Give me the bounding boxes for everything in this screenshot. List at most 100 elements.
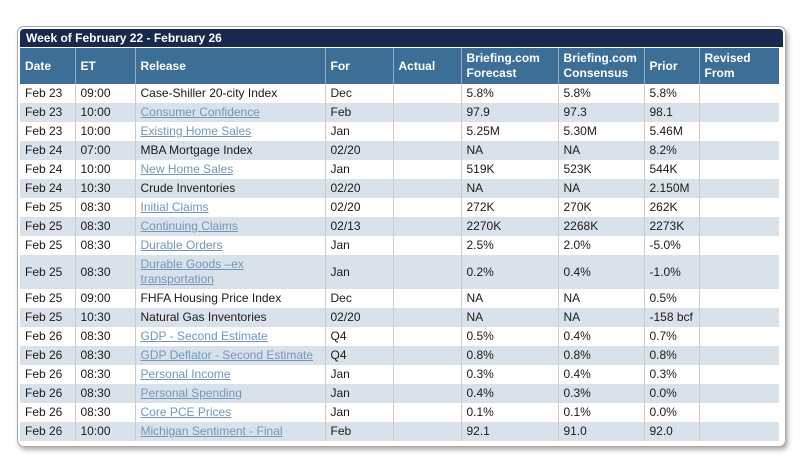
release-cell: New Home Sales bbox=[135, 160, 326, 179]
et-value: 08:30 bbox=[80, 367, 111, 381]
release-link[interactable]: GDP Deflator - Second Estimate bbox=[140, 348, 314, 362]
release-link[interactable]: Initial Claims bbox=[140, 200, 209, 214]
prior-cell: 0.7% bbox=[644, 327, 700, 346]
forecast-cell: 272K bbox=[461, 198, 559, 217]
release-link[interactable]: Michigan Sentiment - Final bbox=[140, 424, 283, 438]
date-cell: Feb 26 bbox=[20, 365, 76, 384]
date-cell: Feb 26 bbox=[20, 403, 76, 422]
forecast-cell: 5.8% bbox=[461, 84, 559, 103]
release-link[interactable]: Durable Orders bbox=[140, 238, 223, 252]
forecast-cell: NA bbox=[461, 308, 559, 327]
revised-from-cell bbox=[699, 384, 779, 403]
consensus-value: NA bbox=[563, 181, 581, 195]
date-cell: Feb 25 bbox=[20, 289, 76, 308]
date-cell: Feb 25 bbox=[20, 217, 76, 236]
for-value: Jan bbox=[330, 124, 350, 138]
date-value: Feb 25 bbox=[25, 291, 63, 305]
consensus-cell: NA bbox=[558, 308, 645, 327]
actual-cell bbox=[393, 327, 462, 346]
et-cell: 08:30 bbox=[75, 255, 136, 289]
for-cell: Q4 bbox=[325, 327, 394, 346]
forecast-value: 5.25M bbox=[466, 124, 500, 138]
for-value: 02/13 bbox=[330, 219, 361, 233]
date-cell: Feb 26 bbox=[20, 346, 76, 365]
for-cell: Feb bbox=[325, 422, 394, 441]
release-link[interactable]: Personal Spending bbox=[140, 386, 242, 400]
date-value: Feb 26 bbox=[25, 329, 63, 343]
prior-cell: 5.46M bbox=[644, 122, 700, 141]
prior-value: 0.0% bbox=[649, 386, 677, 400]
date-value: Feb 26 bbox=[25, 348, 63, 362]
prior-cell: 544K bbox=[644, 160, 700, 179]
et-value: 07:00 bbox=[80, 143, 111, 157]
for-value: Jan bbox=[330, 405, 350, 419]
release-cell: Crude Inventories bbox=[135, 179, 326, 198]
forecast-cell: NA bbox=[461, 289, 559, 308]
actual-cell bbox=[393, 198, 462, 217]
release-cell: Core PCE Prices bbox=[135, 403, 326, 422]
col-header-prior: Prior bbox=[644, 48, 700, 84]
forecast-value: NA bbox=[466, 310, 484, 324]
col-header-consensus: Briefing.com Consensus bbox=[558, 48, 645, 84]
prior-cell: 2.150M bbox=[644, 179, 700, 198]
consensus-value: 2268K bbox=[563, 219, 599, 233]
et-value: 08:30 bbox=[80, 200, 111, 214]
release-link[interactable]: GDP - Second Estimate bbox=[140, 329, 268, 343]
table-row: Feb 24 07:00 MBA Mortgage Index 02/20 NA NA 8.… bbox=[20, 141, 779, 160]
et-value: 10:00 bbox=[80, 105, 111, 119]
date-cell: Feb 25 bbox=[20, 308, 76, 327]
date-value: Feb 23 bbox=[25, 124, 63, 138]
release-link[interactable]: Continuing Claims bbox=[140, 219, 238, 233]
release-cell: Durable Orders bbox=[135, 236, 326, 255]
date-value: Feb 25 bbox=[25, 264, 63, 279]
et-cell: 10:00 bbox=[75, 160, 136, 179]
release-cell: Consumer Confidence bbox=[135, 103, 326, 122]
forecast-value: 0.2% bbox=[466, 264, 494, 279]
release-link[interactable]: Personal Income bbox=[140, 367, 231, 381]
forecast-cell: 5.25M bbox=[461, 122, 559, 141]
consensus-value: 0.3% bbox=[563, 386, 591, 400]
header-row: Date ET Release For Actual Briefing.com … bbox=[20, 48, 779, 84]
et-cell: 08:30 bbox=[75, 365, 136, 384]
et-value: 08:30 bbox=[80, 238, 111, 252]
consensus-value: NA bbox=[563, 291, 581, 305]
for-value: Jan bbox=[330, 386, 350, 400]
et-cell: 08:30 bbox=[75, 346, 136, 365]
release-cell: FHFA Housing Price Index bbox=[135, 289, 326, 308]
forecast-cell: 0.4% bbox=[461, 384, 559, 403]
for-cell: Jan bbox=[325, 384, 394, 403]
actual-cell bbox=[393, 236, 462, 255]
release-cell: Continuing Claims bbox=[135, 217, 326, 236]
date-cell: Feb 26 bbox=[20, 422, 76, 441]
release-link[interactable]: Core PCE Prices bbox=[140, 405, 232, 419]
release-link[interactable]: Durable Goods –ex transportation bbox=[140, 257, 244, 286]
actual-cell bbox=[393, 384, 462, 403]
for-cell: 02/13 bbox=[325, 217, 394, 236]
table-row: Feb 25 08:30 Durable Orders Jan 2.5% 2.0% -5.0… bbox=[20, 236, 779, 255]
forecast-value: NA bbox=[466, 143, 484, 157]
revised-from-cell bbox=[699, 141, 779, 160]
date-cell: Feb 24 bbox=[20, 179, 76, 198]
release-link[interactable]: New Home Sales bbox=[140, 162, 234, 176]
revised-from-cell bbox=[699, 422, 779, 441]
et-cell: 08:30 bbox=[75, 403, 136, 422]
forecast-cell: 0.1% bbox=[461, 403, 559, 422]
revised-from-cell bbox=[699, 122, 779, 141]
release-cell: Personal Income bbox=[135, 365, 326, 384]
release-link[interactable]: Existing Home Sales bbox=[140, 124, 252, 138]
revised-from-cell bbox=[699, 255, 779, 289]
prior-cell: 0.3% bbox=[644, 365, 700, 384]
revised-from-cell bbox=[699, 84, 779, 103]
release-link[interactable]: Consumer Confidence bbox=[140, 105, 260, 119]
release-cell: GDP Deflator - Second Estimate bbox=[135, 346, 326, 365]
revised-from-cell bbox=[699, 198, 779, 217]
date-value: Feb 23 bbox=[25, 105, 63, 119]
economic-calendar-table: Date ET Release For Actual Briefing.com … bbox=[20, 48, 779, 441]
consensus-value: 0.4% bbox=[563, 264, 591, 279]
forecast-value: 0.5% bbox=[466, 329, 494, 343]
prior-value: 0.0% bbox=[649, 405, 677, 419]
for-cell: Jan bbox=[325, 365, 394, 384]
revised-from-cell bbox=[699, 327, 779, 346]
consensus-value: 0.4% bbox=[563, 367, 591, 381]
consensus-cell: 5.8% bbox=[558, 84, 645, 103]
